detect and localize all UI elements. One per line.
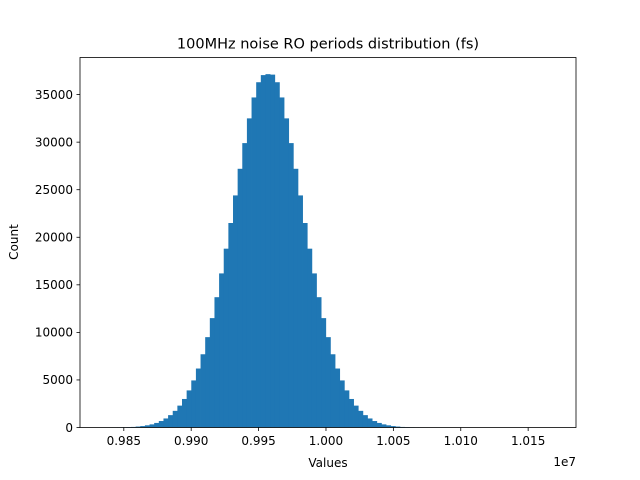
chart-title: 100MHz noise RO periods distribution (fs…	[177, 37, 479, 53]
y-tick-label: 25000	[35, 183, 73, 197]
x-tick-label: 1.010	[444, 434, 478, 448]
histogram-bar	[344, 390, 350, 428]
histogram-bar	[293, 168, 299, 428]
histogram-bar	[325, 337, 331, 428]
histogram-bar	[186, 390, 192, 428]
histogram-bar	[209, 318, 215, 428]
histogram-bar	[362, 415, 368, 428]
histogram-bar	[149, 424, 155, 428]
y-tick-label: 15000	[35, 278, 73, 292]
histogram-bar	[348, 398, 354, 428]
histogram-bar	[284, 118, 290, 428]
histogram-bar	[367, 418, 373, 428]
plot-frame	[79, 57, 577, 428]
histogram-bar	[200, 354, 206, 428]
y-tick-label: 30000	[35, 135, 73, 149]
histogram-bar	[288, 143, 294, 428]
histogram-bar	[223, 248, 229, 428]
histogram-bar	[177, 405, 183, 428]
histogram-bar	[335, 368, 341, 428]
histogram-bar	[321, 318, 327, 428]
histogram-bar	[219, 273, 225, 428]
histogram-bar	[376, 422, 382, 428]
histogram-bar	[242, 143, 248, 428]
y-tick-label: 10000	[35, 326, 73, 340]
histogram-bar	[297, 195, 303, 428]
histogram-bar	[353, 405, 359, 428]
histogram-bar	[154, 422, 160, 428]
histogram-bar	[381, 424, 387, 428]
histogram-bars	[103, 74, 447, 428]
histogram-bar	[182, 398, 188, 428]
histogram-bar	[195, 368, 201, 428]
y-axis-ticks: 0 5000 10000 15000 20000 25000 30000 35000	[35, 88, 80, 435]
histogram-bar	[233, 195, 239, 428]
histogram-bar	[395, 426, 401, 428]
histogram-bar	[279, 97, 285, 428]
histogram-bar	[316, 297, 322, 428]
histogram-bar	[307, 248, 313, 428]
histogram-bar	[386, 425, 392, 428]
histogram-bar	[339, 380, 345, 428]
histogram-bar	[390, 426, 396, 428]
histogram-bar	[163, 418, 169, 428]
x-tick-label: 1.000	[309, 434, 343, 448]
histogram-bar	[214, 297, 220, 428]
y-tick-label: 0	[65, 421, 73, 435]
histogram-bar	[237, 168, 243, 428]
histogram-bar	[205, 337, 211, 428]
histogram-bar	[260, 75, 266, 428]
x-tick-label: 0.985	[107, 434, 141, 448]
histogram-bar	[358, 410, 364, 428]
histogram-bar	[144, 425, 150, 428]
histogram-bar	[172, 410, 178, 428]
y-tick-label: 5000	[42, 373, 73, 387]
y-axis-label: Count	[7, 224, 21, 260]
x-tick-label: 0.995	[241, 434, 275, 448]
x-axis-offset-label: 1e7	[553, 455, 576, 469]
histogram-bar	[140, 426, 146, 428]
histogram-bar	[274, 82, 280, 428]
x-tick-label: 1.005	[376, 434, 410, 448]
histogram-bar	[270, 74, 276, 428]
histogram-bar	[251, 97, 257, 428]
histogram-bar	[228, 223, 234, 428]
histogram-bar	[158, 421, 164, 428]
histogram-bar	[372, 421, 378, 428]
histogram-bar	[168, 415, 174, 428]
x-axis-label: Values	[308, 456, 347, 470]
histogram-bar	[311, 273, 317, 428]
histogram-bar	[246, 118, 252, 428]
histogram-bar	[135, 426, 141, 428]
histogram-bar	[191, 380, 197, 428]
histogram-bar	[302, 223, 308, 428]
y-tick-label: 35000	[35, 88, 73, 102]
y-tick-label: 20000	[35, 231, 73, 245]
histogram-bar	[330, 354, 336, 428]
histogram-bar	[256, 82, 262, 428]
histogram-bar	[265, 74, 271, 428]
x-tick-label: 0.990	[174, 434, 208, 448]
x-axis-ticks: 0.985 0.990 0.995 1.000 1.005 1.010 1.015	[107, 427, 545, 448]
x-tick-label: 1.015	[511, 434, 545, 448]
